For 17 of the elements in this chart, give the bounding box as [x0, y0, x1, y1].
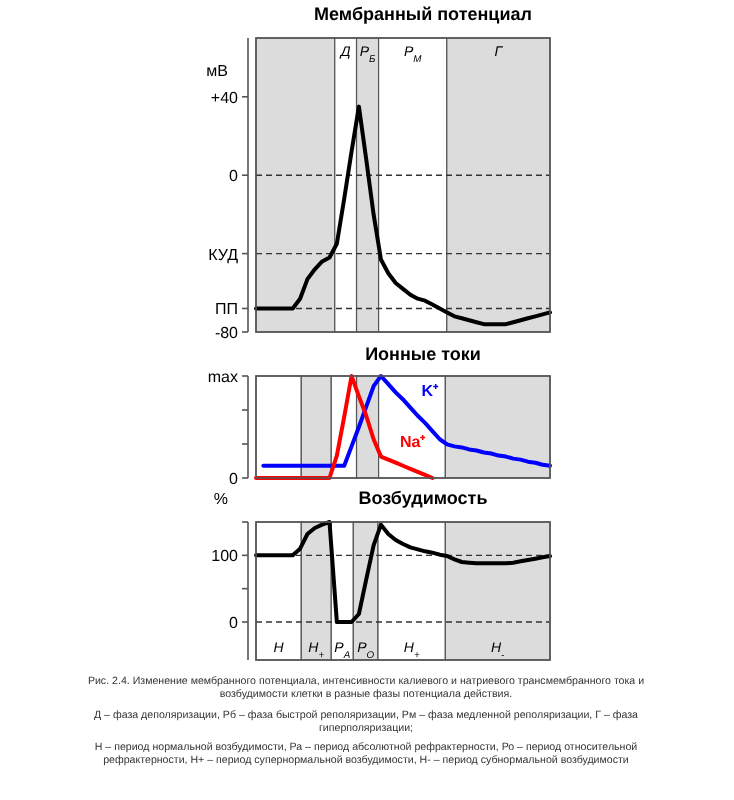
y-tick-label: ПП: [215, 300, 239, 319]
chart-title: Возбудимость: [358, 488, 489, 508]
y-tick-label: 0: [229, 167, 240, 186]
series-label: Na⁺: [400, 433, 427, 452]
y-tick-label: -80: [214, 324, 240, 342]
y-tick-label: +40: [210, 88, 240, 107]
line-series: [254, 104, 552, 327]
y-axis-title: мВ: [206, 62, 228, 80]
y-tick-label: 0: [229, 614, 240, 632]
y-tick-label: КУД: [208, 245, 240, 264]
chart-title: Мембранный потенциал: [314, 4, 533, 24]
y-tick-label: 100: [211, 547, 240, 566]
series-label: K⁺: [421, 382, 439, 401]
chart-title: Ионные токи: [365, 344, 481, 364]
y-axis-title: %: [213, 490, 228, 508]
line-series: [254, 520, 552, 624]
text: max: [207, 368, 238, 386]
